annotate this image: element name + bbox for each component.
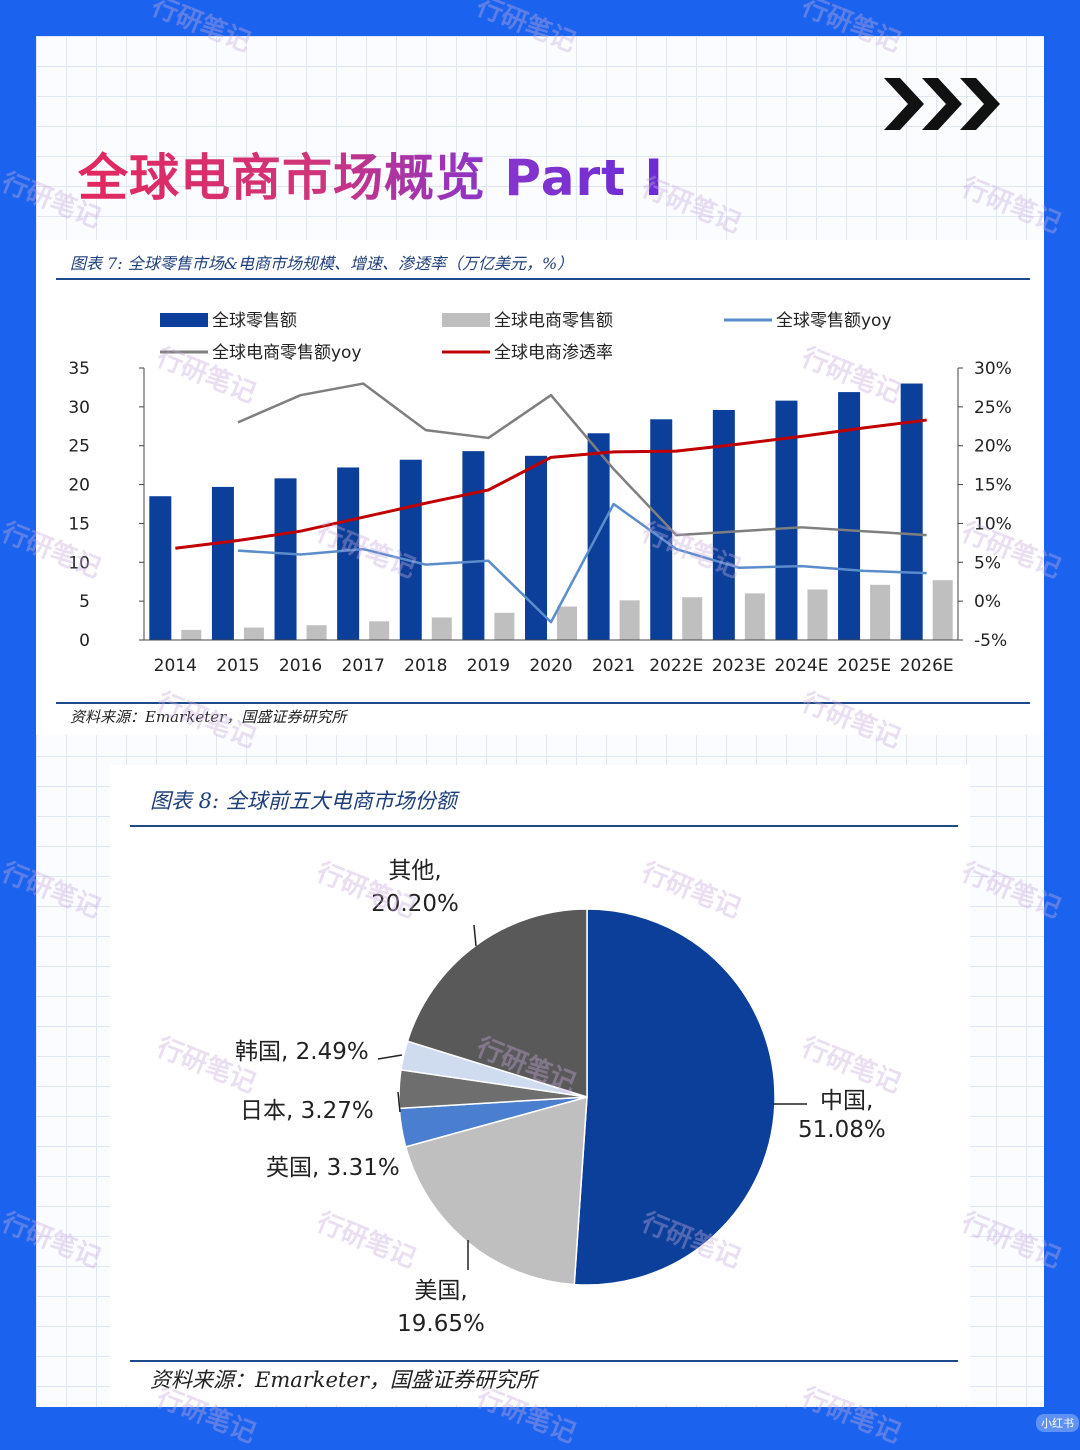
y-tick-label: 10	[68, 553, 90, 573]
bar-ecommerce	[369, 621, 390, 640]
y-tick-label: 25	[68, 437, 90, 457]
x-tick-label: 2022E	[649, 656, 703, 676]
y2-tick-label: 20%	[974, 437, 1012, 457]
bar-retail	[525, 455, 547, 640]
x-tick-label: 2020	[529, 656, 572, 676]
bar-retail	[462, 451, 485, 640]
bar-ecommerce	[619, 600, 640, 640]
bar-retail	[838, 392, 861, 640]
combo-chart: 全球零售额 全球电商零售额 全球零售额yoy 全球电商零售额yoy 全球电商渗透率 0 5…	[68, 311, 1012, 676]
bar-retail	[900, 383, 923, 640]
bar-ecommerce	[870, 584, 891, 640]
bar-retail	[149, 496, 172, 640]
x-tick-label: 2019	[467, 656, 510, 676]
bar-ecommerce	[181, 629, 202, 640]
x-tick-label: 2015	[216, 656, 259, 676]
x-tick-label: 2014	[154, 656, 197, 676]
pie-label-uk: 英国, 3.31%	[266, 1155, 400, 1181]
page-title: 全球电商市场概览 Part I	[78, 138, 664, 210]
y2-tick-label: 0%	[974, 592, 1001, 612]
y-tick-label: 35	[68, 359, 90, 379]
legend-swatch	[442, 313, 490, 327]
bar-ecommerce	[807, 589, 828, 640]
pie-leader-line	[377, 1054, 403, 1060]
bar-retail	[587, 433, 610, 640]
bar-retail	[399, 459, 422, 640]
x-tick-label: 2016	[279, 656, 322, 676]
pie-leader-line	[473, 924, 477, 947]
bar-ecommerce	[494, 612, 515, 640]
y2-tick-label: -5%	[974, 631, 1007, 651]
y2-tick-label: 25%	[974, 398, 1012, 418]
figure-7-source: 资料来源：Emarketer，国盛证券研究所	[70, 708, 347, 726]
bar-ecommerce	[243, 627, 264, 640]
figure-8-caption: 图表 8: 全球前五大电商市场份额	[150, 789, 457, 813]
x-tick-label: 2017	[342, 656, 385, 676]
bar-ecommerce	[306, 625, 327, 640]
y2-tick-label: 15%	[974, 476, 1012, 496]
figure-8-bottom-rule	[130, 1360, 958, 1362]
line-penetration	[175, 418, 927, 550]
pie-leader-line	[397, 1091, 401, 1113]
bar-ecommerce	[557, 606, 577, 640]
line-retail-yoy	[237, 502, 927, 624]
bar-ecommerce	[682, 597, 703, 640]
figure-7-bottom-rule	[56, 702, 1030, 704]
x-tick-label: 2026E	[900, 656, 954, 676]
pie-label-usa: 19.65%	[397, 1311, 485, 1337]
pie-label-japan: 日本, 3.27%	[240, 1098, 374, 1124]
legend-label: 全球电商零售额	[494, 311, 613, 331]
figure-7-caption: 图表 7: 全球零售市场&电商市场规模、增速、渗透率（万亿美元，%）	[70, 254, 574, 273]
legend-label: 全球电商零售额yoy	[212, 343, 362, 363]
y-tick-label: 15	[68, 514, 90, 534]
y2-tick-label: 30%	[974, 359, 1012, 379]
bar-ecommerce	[932, 580, 953, 640]
bar-ecommerce	[744, 593, 765, 640]
x-tick-label: 2024E	[774, 656, 828, 676]
y-tick-label: 5	[79, 592, 90, 612]
pie-label-korea: 韩国, 2.49%	[235, 1039, 369, 1065]
y-tick-label: 20	[68, 476, 90, 496]
bar-ecommerce	[431, 617, 452, 640]
bar-retail	[775, 400, 798, 640]
y-tick-label: 0	[79, 631, 90, 651]
bar-retail	[337, 467, 360, 640]
figure-7-top-rule	[56, 278, 1030, 280]
legend-label: 全球电商渗透率	[494, 343, 613, 363]
x-tick-label: 2023E	[712, 656, 766, 676]
y2-tick-label: 5%	[974, 553, 1001, 573]
x-tick-label: 2021	[592, 656, 635, 676]
bar-retail	[211, 486, 234, 640]
bar-retail	[274, 478, 297, 640]
legend-label: 全球零售额yoy	[776, 311, 892, 331]
legend-swatch	[160, 313, 208, 327]
x-tick-label: 2018	[404, 656, 447, 676]
x-tick-label: 2025E	[837, 656, 891, 676]
pie-label-other: 其他,	[388, 858, 441, 884]
line-ecommerce-yoy	[237, 382, 927, 537]
triple-chevron-right-icon	[884, 78, 1000, 130]
figure-8-source: 资料来源：Emarketer，国盛证券研究所	[150, 1368, 537, 1392]
pie-label-china: 51.08%	[798, 1117, 886, 1143]
pie-chart: 中国, 51.08% 美国, 19.65% 英国, 3.31% 日本, 3.27% 韩国, …	[235, 858, 886, 1337]
bar-retail	[650, 419, 673, 640]
pie-slice-china	[573, 908, 776, 1286]
pie-label-usa: 美国,	[414, 1278, 467, 1304]
bar-retail	[712, 409, 735, 640]
pie-label-other: 20.20%	[371, 891, 459, 917]
figure-8-top-rule	[130, 825, 958, 827]
platform-tag: 小红书	[1036, 1414, 1079, 1432]
legend-label: 全球零售额	[212, 311, 297, 331]
pie-label-china: 中国,	[820, 1088, 873, 1114]
y-tick-label: 30	[68, 398, 90, 418]
y2-tick-label: 10%	[974, 514, 1012, 534]
